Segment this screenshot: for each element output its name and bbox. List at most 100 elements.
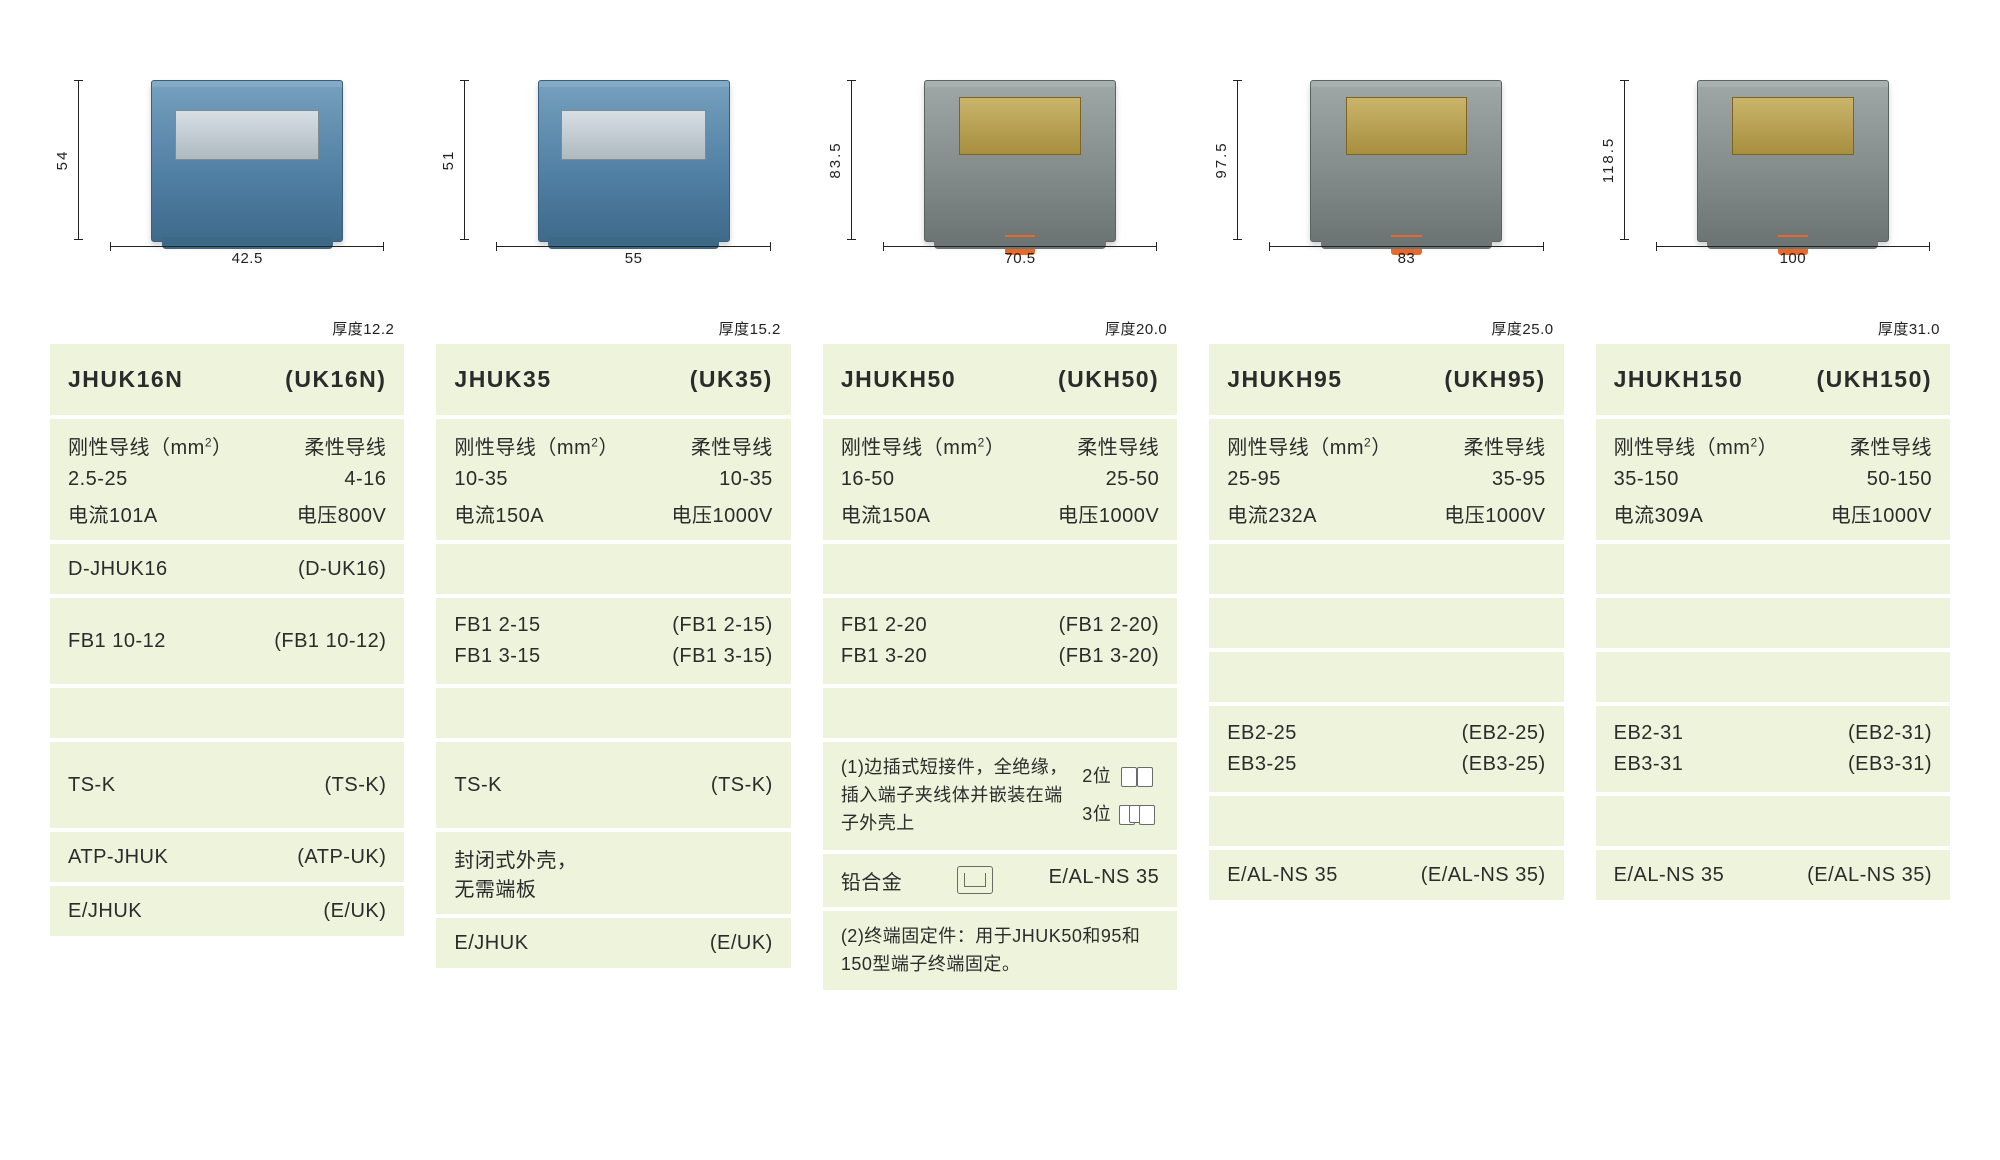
jumper-2pos-label: 2位 bbox=[1082, 763, 1111, 791]
voltage-value: 电压1000V bbox=[1831, 499, 1932, 528]
spec-row: E/JHUK(E/UK) bbox=[436, 914, 790, 968]
jumper-3pos-icon bbox=[1119, 801, 1159, 829]
spec-row bbox=[436, 684, 790, 738]
spec-row: E/AL-NS 35(E/AL-NS 35) bbox=[1209, 846, 1563, 900]
rigid-wire-range: 25-95 bbox=[1227, 468, 1281, 491]
product-grid: 54 42.5 厚度12.2 JHUK16N (UK16N) 刚性导线（mm2） bbox=[50, 40, 1950, 990]
spec-row: EB2-31(EB2-31)EB3-31(EB3-31) bbox=[1596, 702, 1950, 792]
spec-right: (EB2-31) bbox=[1848, 722, 1932, 745]
rigid-wire-label: 刚性导线（mm2） bbox=[1614, 431, 1779, 460]
model-header: JHUK35 (UK35) bbox=[436, 344, 790, 415]
rigid-wire-range: 16-50 bbox=[841, 468, 895, 491]
spec-row: E/AL-NS 35(E/AL-NS 35) bbox=[1596, 846, 1950, 900]
model-alt: (UKH150) bbox=[1817, 366, 1933, 393]
spec-left: E/AL-NS 35 bbox=[1227, 864, 1338, 887]
flex-wire-range: 35-95 bbox=[1492, 468, 1546, 491]
model-header: JHUKH50 (UKH50) bbox=[823, 344, 1177, 415]
width-value: 70.5 bbox=[1004, 250, 1035, 267]
spec-row bbox=[1209, 792, 1563, 846]
flex-wire-label: 柔性导线 bbox=[691, 431, 773, 460]
spec-right: (FB1 2-20) bbox=[1059, 614, 1160, 637]
width-value: 42.5 bbox=[232, 250, 263, 267]
flex-wire-range: 4-16 bbox=[344, 468, 386, 491]
spec-left: TS-K bbox=[454, 774, 502, 797]
model-name: JHUK35 bbox=[454, 366, 551, 393]
jumper-3pos-label: 3位 bbox=[1082, 801, 1111, 829]
model-alt: (UKH50) bbox=[1058, 366, 1159, 393]
height-value: 118.5 bbox=[1600, 137, 1617, 183]
width-value: 100 bbox=[1780, 250, 1807, 267]
spec-left: E/JHUK bbox=[68, 900, 142, 923]
product-illustration bbox=[1656, 58, 1930, 242]
spec-left: D-JHUK16 bbox=[68, 558, 168, 581]
spec-row: FB1 10-12 (FB1 10-12) bbox=[50, 594, 404, 684]
product-image-area: 54 42.5 bbox=[50, 40, 404, 310]
width-value: 55 bbox=[625, 250, 643, 267]
product-column: 51 55 厚度15.2 JHUK35 (UK35) 刚性导线（mm2） bbox=[436, 40, 790, 990]
voltage-value: 电压1000V bbox=[671, 499, 772, 528]
thickness-label: 厚度12.2 bbox=[50, 318, 404, 340]
rigid-wire-label: 刚性导线（mm2） bbox=[454, 431, 619, 460]
spec-right: (FB1 10-12) bbox=[274, 630, 386, 653]
spec-left: FB1 3-20 bbox=[841, 645, 927, 668]
current-value: 电流309A bbox=[1614, 499, 1704, 528]
thickness-label: 厚度31.0 bbox=[1596, 318, 1950, 340]
spec-right: (E/UK) bbox=[323, 900, 386, 923]
width-dimension: 70.5 bbox=[883, 240, 1157, 266]
jumper-2pos-icon bbox=[1119, 763, 1159, 791]
spec-row bbox=[823, 684, 1177, 738]
spec-row: TS-K(TS-K) bbox=[436, 738, 790, 828]
product-image-area: 118.5 100 bbox=[1596, 40, 1950, 310]
product-column: 97.5 83 厚度25.0 JHUKH95 (UKH95) 刚性导线（mm2） bbox=[1209, 40, 1563, 990]
spec-right: (D-UK16) bbox=[298, 558, 386, 581]
spec-right: (FB1 2-15) bbox=[672, 614, 773, 637]
voltage-value: 电压1000V bbox=[1058, 499, 1159, 528]
spec-row bbox=[436, 540, 790, 594]
spec-panel: JHUKH150 (UKH150) 刚性导线（mm2） 柔性导线 35-150 … bbox=[1596, 344, 1950, 900]
spec-left: ATP-JHUK bbox=[68, 846, 168, 869]
spec-row bbox=[1209, 594, 1563, 648]
product-illustration bbox=[496, 58, 770, 242]
spec-row: FB1 2-20(FB1 2-20)FB1 3-20(FB1 3-20) bbox=[823, 594, 1177, 684]
product-column: 83.5 70.5 厚度20.0 JHUKH50 (UKH50) 刚性导线（mm… bbox=[823, 40, 1177, 990]
product-column: 54 42.5 厚度12.2 JHUK16N (UK16N) 刚性导线（mm2） bbox=[50, 40, 404, 990]
spec-right: (FB1 3-20) bbox=[1059, 645, 1160, 668]
rigid-wire-label: 刚性导线（mm2） bbox=[841, 431, 1006, 460]
spec-row bbox=[1209, 540, 1563, 594]
spec-row bbox=[50, 684, 404, 738]
model-name: JHUK16N bbox=[68, 366, 183, 393]
flex-wire-range: 10-35 bbox=[719, 468, 773, 491]
height-dimension: 83.5 bbox=[829, 80, 859, 240]
spec-row: 铅合金 E/AL-NS 35 bbox=[823, 850, 1177, 907]
model-name: JHUKH95 bbox=[1227, 366, 1342, 393]
spec-left: FB1 10-12 bbox=[68, 630, 166, 653]
current-value: 电流150A bbox=[841, 499, 931, 528]
width-dimension: 100 bbox=[1656, 240, 1930, 266]
alns-icon bbox=[957, 866, 993, 894]
spec-left: E/AL-NS 35 bbox=[1614, 864, 1725, 887]
model-alt: (UK16N) bbox=[285, 366, 386, 393]
spec-left: EB2-31 bbox=[1614, 722, 1684, 745]
spec-right: (EB3-25) bbox=[1462, 753, 1546, 776]
flex-wire-label: 柔性导线 bbox=[1464, 431, 1546, 460]
product-image-area: 97.5 83 bbox=[1209, 40, 1563, 310]
spec-row: FB1 2-15(FB1 2-15)FB1 3-15(FB1 3-15) bbox=[436, 594, 790, 684]
spec-panel: JHUK16N (UK16N) 刚性导线（mm2） 柔性导线 2.5-25 4-… bbox=[50, 344, 404, 936]
model-name: JHUKH50 bbox=[841, 366, 956, 393]
product-illustration bbox=[883, 58, 1157, 242]
model-alt: (UK35) bbox=[690, 366, 773, 393]
model-header: JHUKH95 (UKH95) bbox=[1209, 344, 1563, 415]
flex-wire-range: 25-50 bbox=[1106, 468, 1160, 491]
spec-left: FB1 2-15 bbox=[454, 614, 540, 637]
spec-left: TS-K bbox=[68, 774, 116, 797]
model-header: JHUKH150 (UKH150) bbox=[1596, 344, 1950, 415]
spec-right: (EB3-31) bbox=[1848, 753, 1932, 776]
model-header: JHUK16N (UK16N) bbox=[50, 344, 404, 415]
spec-panel: JHUK35 (UK35) 刚性导线（mm2） 柔性导线 10-35 10-35… bbox=[436, 344, 790, 968]
spec-right: (E/UK) bbox=[710, 932, 773, 955]
spec-row bbox=[823, 540, 1177, 594]
model-alt: (UKH95) bbox=[1444, 366, 1545, 393]
spec-row: TS-K(TS-K) bbox=[50, 738, 404, 828]
spec-row bbox=[1596, 792, 1950, 846]
spec-row bbox=[1596, 594, 1950, 648]
